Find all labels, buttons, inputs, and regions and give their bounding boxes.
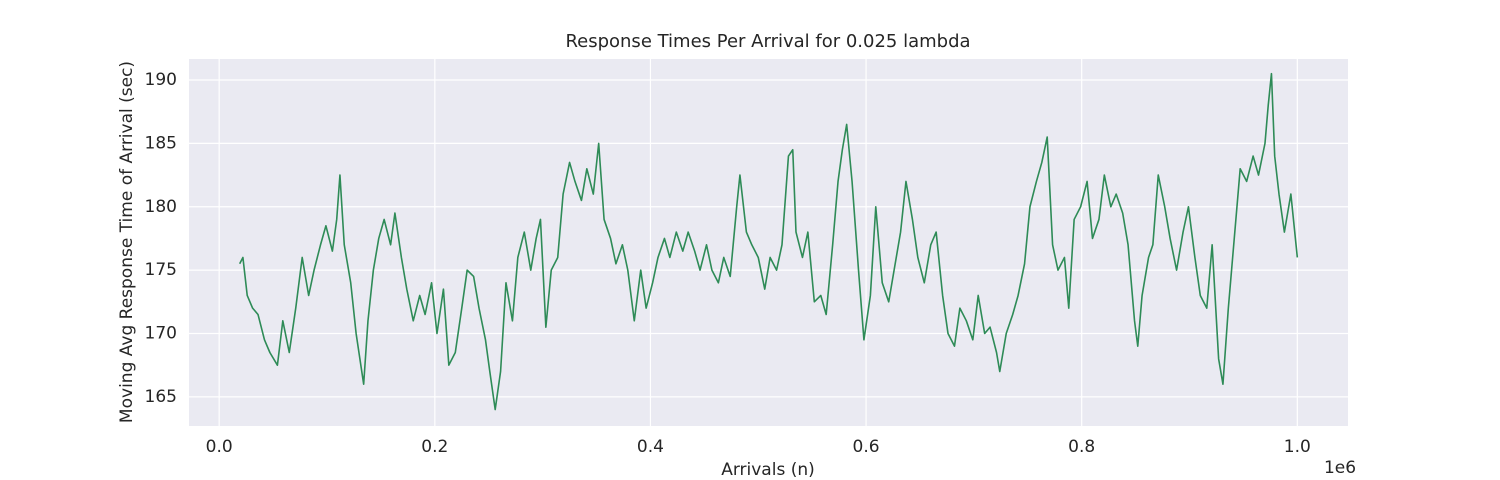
y-axis-label: Moving Avg Response Time of Arrival (sec…: [117, 61, 137, 423]
y-tick-label: 165: [145, 387, 177, 407]
x-tick-label: 0.4: [637, 437, 664, 457]
y-tick-label: 190: [145, 70, 177, 90]
y-tick-label: 170: [145, 323, 177, 343]
x-axis-label: Arrivals (n): [721, 460, 815, 480]
y-tick-label: 185: [145, 133, 177, 153]
plot-background: [189, 59, 1348, 426]
y-tick-label: 180: [145, 197, 177, 217]
x-offset-label: 1e6: [1324, 458, 1356, 478]
line-series: [238, 72, 1299, 411]
x-tick-label: 0.8: [1068, 437, 1095, 457]
y-tick-label: 175: [145, 260, 177, 280]
chart-title: Response Times Per Arrival for 0.025 lam…: [565, 31, 970, 52]
x-tick-label: 0.2: [421, 437, 448, 457]
x-tick-label: 0.0: [206, 437, 233, 457]
x-tick-label: 1.0: [1284, 437, 1311, 457]
x-tick-label: 0.6: [853, 437, 880, 457]
